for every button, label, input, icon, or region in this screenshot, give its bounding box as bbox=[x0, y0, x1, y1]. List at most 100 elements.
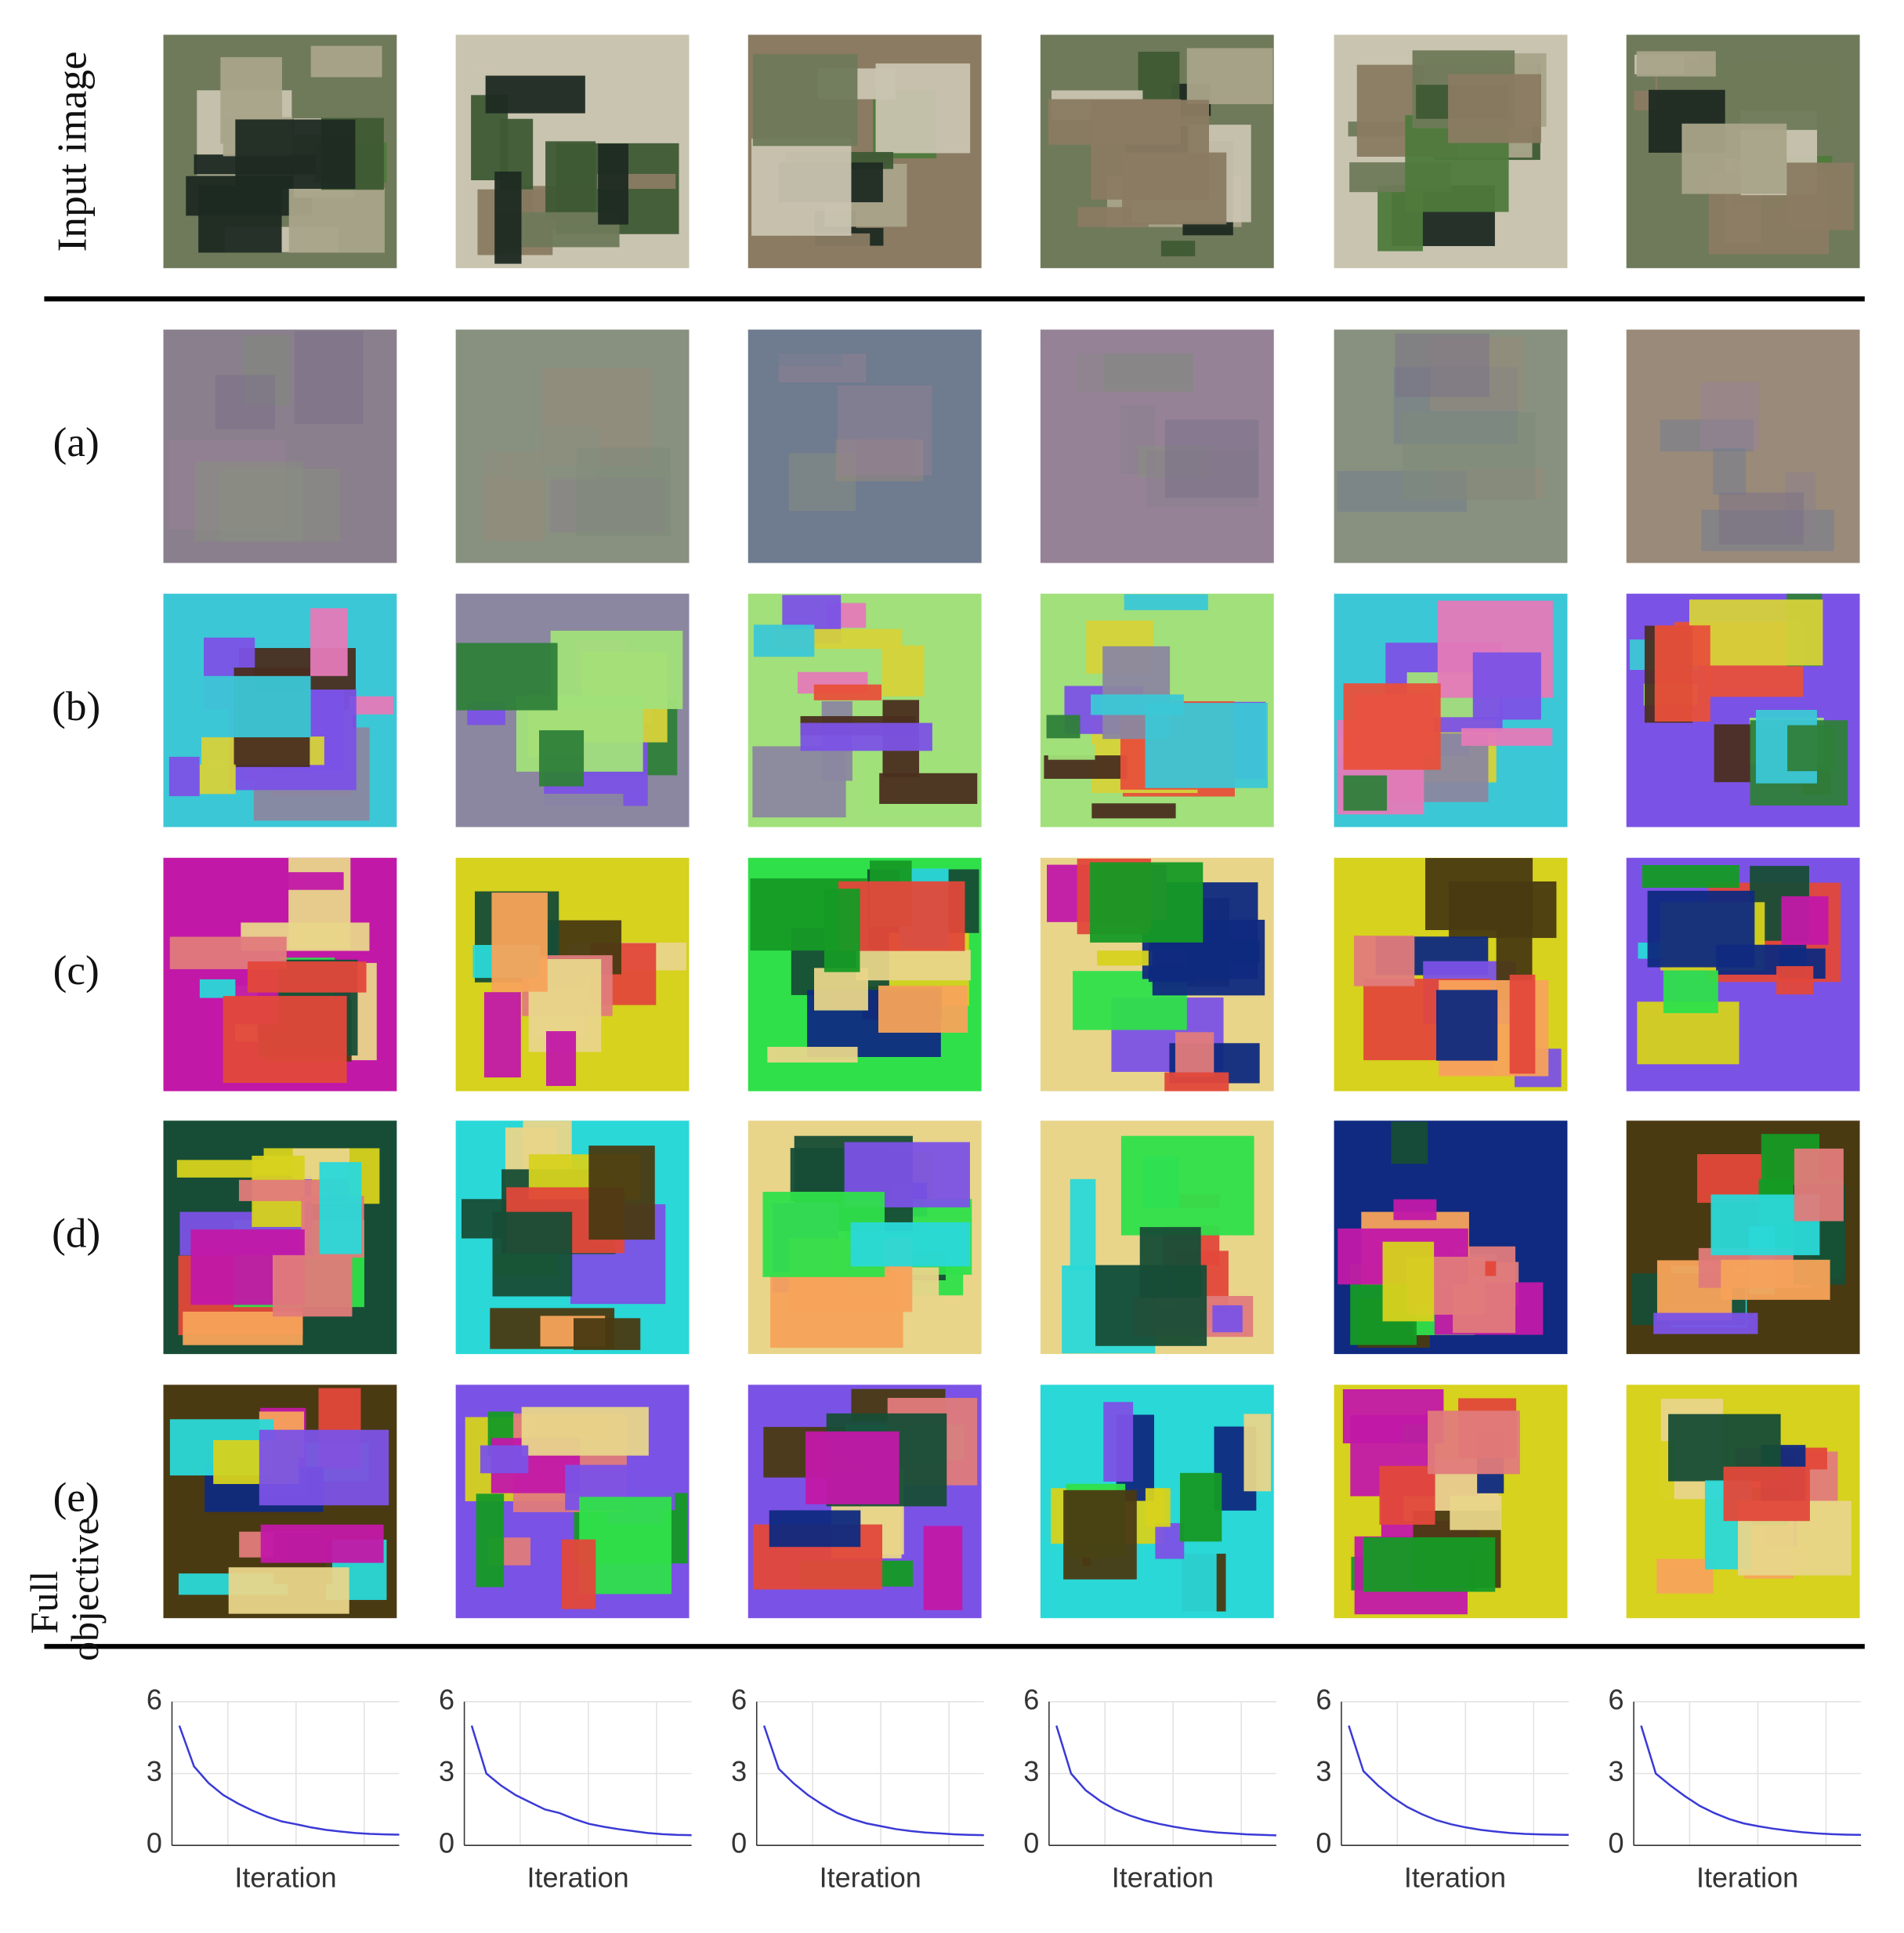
image-tile bbox=[1626, 593, 1860, 827]
tile-region bbox=[1718, 492, 1804, 545]
image-tile bbox=[455, 857, 690, 1091]
image-tile bbox=[747, 34, 982, 269]
y-tick-label: 3 bbox=[147, 1755, 162, 1787]
tile-region bbox=[923, 1526, 963, 1610]
tile-region bbox=[1155, 1522, 1185, 1559]
y-tick-label: 0 bbox=[147, 1827, 162, 1859]
tile-region bbox=[1776, 966, 1814, 995]
tile-region bbox=[1120, 1135, 1254, 1236]
line-series bbox=[1348, 1725, 1569, 1837]
row-label: Input image bbox=[49, 51, 95, 252]
image-tile bbox=[1334, 329, 1568, 563]
tile-region bbox=[1636, 51, 1716, 77]
tile-region bbox=[1794, 1148, 1844, 1222]
tile-region bbox=[228, 1567, 349, 1614]
y-axis-label: Full objective bbox=[22, 1517, 107, 1661]
tile-region bbox=[1436, 990, 1498, 1061]
line-series bbox=[178, 1725, 400, 1836]
row-label: (c) bbox=[53, 947, 100, 994]
tile-region bbox=[1786, 162, 1855, 230]
y-tick-label: 6 bbox=[1608, 1683, 1623, 1715]
x-axis-label: Iteration bbox=[820, 1862, 921, 1894]
tile-region bbox=[1713, 448, 1747, 495]
image-tile bbox=[455, 593, 690, 827]
tile-region bbox=[1343, 683, 1441, 770]
tile-region bbox=[1103, 1402, 1134, 1482]
tile-region bbox=[176, 675, 311, 738]
y-tick-label: 6 bbox=[731, 1683, 747, 1715]
tile-region bbox=[491, 892, 548, 992]
line-series bbox=[762, 1725, 984, 1837]
image-tile bbox=[163, 857, 397, 1091]
tile-region bbox=[573, 1318, 641, 1350]
tile-region bbox=[588, 1146, 655, 1240]
tile-region bbox=[1647, 890, 1755, 968]
tile-region bbox=[1781, 896, 1829, 945]
tile-region bbox=[913, 174, 947, 255]
tile-region bbox=[310, 45, 382, 78]
tile-region bbox=[1450, 1495, 1502, 1530]
image-tile bbox=[1626, 329, 1860, 563]
tile-region bbox=[1175, 1032, 1214, 1077]
tile-region bbox=[1461, 728, 1553, 746]
tile-region bbox=[349, 696, 394, 715]
tile-region bbox=[1070, 1178, 1096, 1270]
tile-region bbox=[1048, 99, 1182, 145]
tile-region bbox=[198, 185, 282, 253]
tile-region bbox=[1509, 974, 1536, 1074]
tile-region bbox=[1374, 602, 1421, 618]
tile-region bbox=[199, 764, 236, 795]
image-tile bbox=[1040, 329, 1274, 563]
tile-region bbox=[769, 1510, 861, 1547]
tile-region bbox=[1654, 625, 1710, 722]
y-tick-label: 0 bbox=[731, 1827, 747, 1859]
tile-region bbox=[260, 1524, 384, 1563]
tile-region bbox=[598, 143, 628, 225]
image-tile bbox=[455, 1385, 690, 1619]
tile-region bbox=[878, 985, 968, 1033]
image-tile bbox=[747, 329, 982, 563]
image-tile bbox=[1334, 1385, 1568, 1619]
row-label: (d) bbox=[52, 1210, 100, 1256]
image-tile bbox=[747, 593, 982, 827]
y-tick-label: 3 bbox=[1608, 1755, 1623, 1787]
tile-region bbox=[767, 1047, 858, 1063]
y-tick-label: 6 bbox=[147, 1683, 162, 1715]
tile-region bbox=[512, 425, 599, 480]
y-tick-label: 6 bbox=[1316, 1683, 1331, 1715]
tile-region bbox=[1145, 1488, 1171, 1527]
tile-region bbox=[753, 624, 815, 657]
tile-region bbox=[856, 950, 971, 981]
tile-region bbox=[539, 730, 585, 787]
tile-region bbox=[259, 1429, 389, 1506]
tile-region bbox=[310, 608, 348, 676]
image-tile bbox=[455, 34, 690, 269]
tile-region bbox=[1391, 1121, 1428, 1164]
tile-region bbox=[471, 34, 498, 71]
tile-region bbox=[1428, 1410, 1520, 1475]
tile-region bbox=[456, 643, 558, 711]
tile-region bbox=[1047, 343, 1104, 444]
image-tile bbox=[1040, 1120, 1274, 1355]
y-tick-label: 0 bbox=[1316, 1827, 1331, 1859]
image-tile bbox=[163, 593, 397, 827]
y-tick-label: 0 bbox=[439, 1827, 454, 1859]
tile-region bbox=[1723, 1466, 1810, 1522]
tile-region bbox=[319, 1162, 362, 1254]
tile-region bbox=[1164, 1072, 1229, 1091]
tile-region bbox=[521, 1406, 649, 1456]
y-tick-label: 6 bbox=[439, 1683, 454, 1715]
image-tile bbox=[1626, 857, 1860, 1091]
tile-region bbox=[1736, 60, 1799, 92]
tile-region bbox=[800, 722, 932, 751]
tile-region bbox=[215, 375, 275, 429]
tile-region bbox=[798, 233, 871, 266]
tile-region bbox=[773, 340, 842, 367]
tile-region bbox=[546, 1030, 577, 1086]
y-tick-label: 3 bbox=[439, 1755, 454, 1787]
line-series bbox=[1055, 1725, 1276, 1837]
x-axis-label: Iteration bbox=[1696, 1862, 1798, 1894]
y-tick-label: 3 bbox=[1023, 1755, 1039, 1787]
y-tick-label: 0 bbox=[1608, 1827, 1623, 1859]
